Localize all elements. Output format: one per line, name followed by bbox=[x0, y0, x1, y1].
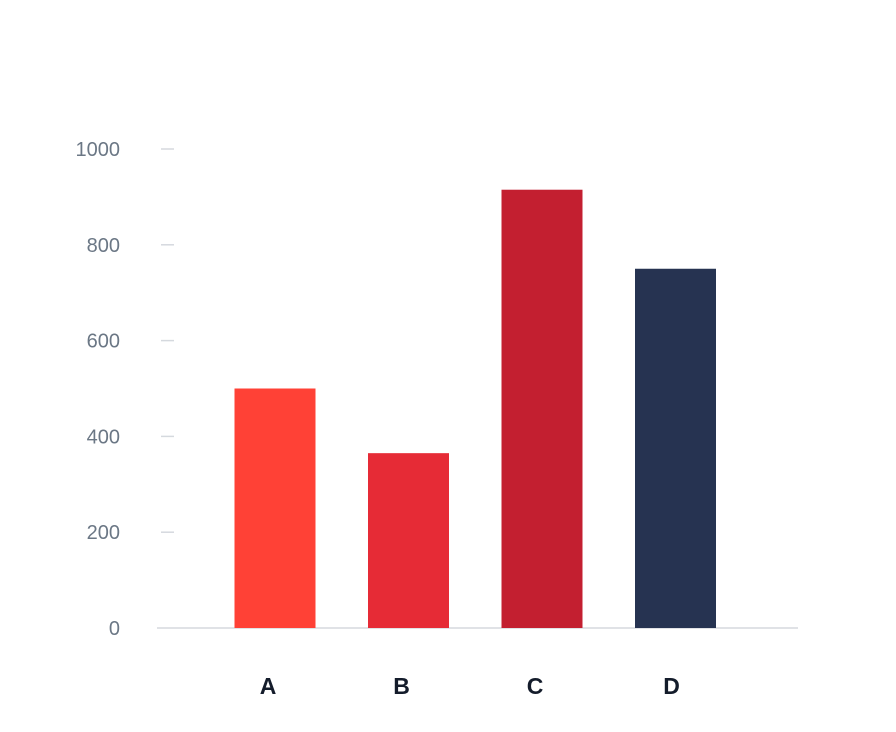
bar-d bbox=[635, 268, 716, 628]
x-axis: A B C D bbox=[260, 673, 680, 699]
y-tick-label: 200 bbox=[87, 522, 120, 544]
x-tick-label: D bbox=[663, 673, 680, 699]
y-tick-label: 600 bbox=[87, 331, 120, 353]
y-tick-label: 400 bbox=[87, 426, 120, 448]
y-axis: 0 200 400 600 800 1000 bbox=[76, 139, 174, 640]
bar-c bbox=[501, 189, 583, 628]
x-tick-label: B bbox=[393, 673, 410, 699]
y-tick-label: 800 bbox=[87, 235, 120, 257]
bar-a bbox=[234, 388, 316, 628]
y-tick-label: 0 bbox=[109, 618, 120, 640]
y-tick-label: 1000 bbox=[76, 139, 121, 161]
x-tick-label: C bbox=[527, 673, 544, 699]
x-tick-label: A bbox=[260, 673, 277, 699]
bar-b bbox=[368, 453, 449, 628]
bars bbox=[234, 189, 716, 628]
